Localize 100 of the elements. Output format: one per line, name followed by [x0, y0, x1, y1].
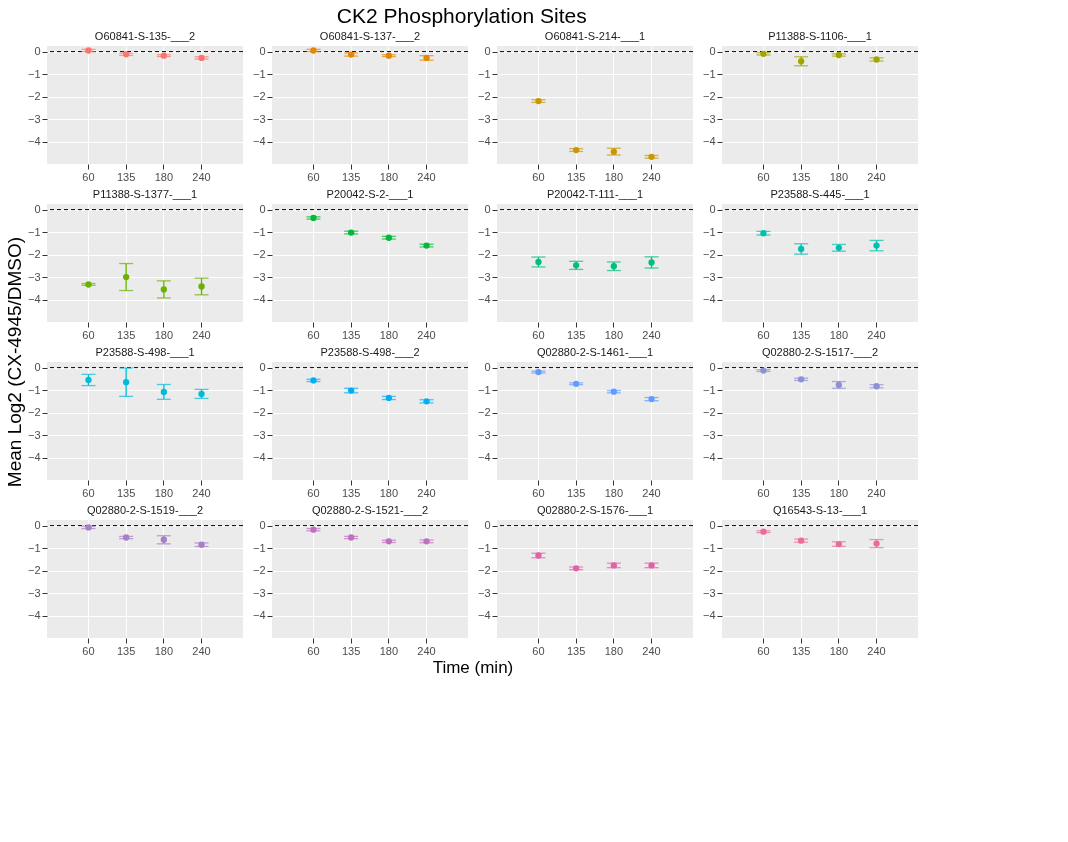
x-tick-label: 135 [566, 170, 586, 183]
chart-title: P20042-S-2-___1 [326, 187, 414, 200]
y-tick-label: 0 [34, 519, 41, 532]
x-tick-label: 60 [82, 486, 95, 499]
x-tick-label: 60 [757, 486, 770, 499]
y-tick-label: −4 [27, 135, 41, 148]
x-tick-label: 180 [829, 328, 849, 341]
y-tick-label: −1 [477, 383, 491, 396]
x-tick-label: 180 [379, 328, 399, 341]
y-tick-label: −2 [477, 248, 491, 261]
y-tick-label: 0 [709, 519, 716, 532]
y-tick-label: −3 [252, 586, 266, 599]
x-tick-label: 240 [867, 170, 886, 183]
x-tick-label: 240 [417, 170, 436, 183]
x-tick-label: 240 [642, 644, 661, 657]
y-tick-label: −3 [477, 112, 491, 125]
y-tick-label: −3 [27, 428, 41, 441]
y-tick-label: −4 [702, 609, 716, 622]
y-tick-label: −3 [27, 586, 41, 599]
x-tick-label: 60 [307, 328, 320, 341]
y-tick-label: −4 [27, 293, 41, 306]
x-tick-label: 240 [192, 170, 211, 183]
x-tick-label: 135 [791, 486, 811, 499]
y-tick-label: 0 [259, 519, 266, 532]
y-tick-label: −4 [252, 451, 266, 464]
y-tick-label: −4 [252, 293, 266, 306]
y-tick-label: 0 [259, 45, 266, 58]
y-tick-label: −3 [27, 270, 41, 283]
x-tick-label: 180 [154, 328, 174, 341]
y-tick-label: −3 [477, 428, 491, 441]
chart-title: Q02880-2-S-1517-___2 [761, 345, 879, 358]
y-tick-label: −1 [27, 67, 41, 80]
chart-title: O60841-S-135-___2 [94, 29, 196, 42]
y-tick-label: −3 [252, 112, 266, 125]
x-tick-label: 240 [192, 328, 211, 341]
y-tick-label: −3 [702, 586, 716, 599]
y-tick-label: 0 [484, 361, 491, 374]
y-axis-title: Mean Log2 (CX-4945/DMSO) [4, 236, 25, 488]
x-tick-label: 180 [829, 644, 849, 657]
chart-title: Q02880-2-S-1576-___1 [536, 503, 654, 516]
y-tick-label: −1 [702, 383, 716, 396]
x-tick-label: 60 [532, 644, 545, 657]
x-tick-label: 240 [192, 486, 211, 499]
y-tick-label: −2 [477, 564, 491, 577]
x-tick-label: 60 [82, 644, 95, 657]
y-tick-label: −4 [702, 135, 716, 148]
x-tick-label: 180 [604, 170, 624, 183]
y-tick-label: −2 [252, 564, 266, 577]
x-tick-label: 180 [604, 486, 624, 499]
chart-title: P23588-S-498-___1 [95, 345, 195, 358]
y-tick-label: −2 [252, 406, 266, 419]
y-tick-label: −1 [702, 225, 716, 238]
x-tick-label: 135 [566, 486, 586, 499]
y-tick-label: −4 [27, 451, 41, 464]
y-tick-label: −1 [27, 225, 41, 238]
y-tick-label: −3 [477, 270, 491, 283]
chart-title: Q02880-2-S-1521-___2 [311, 503, 429, 516]
y-tick-label: −3 [252, 270, 266, 283]
y-tick-label: −1 [477, 541, 491, 554]
x-tick-label: 180 [604, 644, 624, 657]
x-tick-label: 240 [642, 486, 661, 499]
x-tick-label: 240 [642, 328, 661, 341]
y-tick-label: 0 [34, 203, 41, 216]
x-tick-label: 135 [116, 644, 136, 657]
y-tick-label: −1 [252, 225, 266, 238]
chart-title: Q02880-2-S-1461-___1 [536, 345, 654, 358]
y-tick-label: −4 [477, 609, 491, 622]
y-tick-label: −4 [477, 451, 491, 464]
chart-title: P11388-S-1377-___1 [92, 187, 198, 200]
y-tick-label: −1 [252, 541, 266, 554]
y-tick-label: −1 [477, 67, 491, 80]
y-tick-label: −2 [27, 406, 41, 419]
x-tick-label: 60 [757, 170, 770, 183]
chart-title: O60841-S-137-___2 [319, 29, 421, 42]
y-tick-label: −2 [702, 406, 716, 419]
x-tick-label: 135 [791, 644, 811, 657]
y-tick-label: −2 [477, 406, 491, 419]
y-tick-label: −1 [702, 67, 716, 80]
y-tick-label: −4 [27, 609, 41, 622]
y-tick-label: 0 [709, 203, 716, 216]
y-tick-label: −4 [477, 135, 491, 148]
x-tick-label: 180 [829, 170, 849, 183]
y-tick-label: 0 [484, 519, 491, 532]
x-tick-label: 60 [82, 328, 95, 341]
x-tick-label: 240 [867, 328, 886, 341]
chart-title: Q16543-S-13-___1 [772, 503, 868, 516]
x-tick-label: 180 [379, 644, 399, 657]
x-tick-label: 180 [829, 486, 849, 499]
x-tick-label: 135 [341, 170, 361, 183]
text: CK2 Phosphorylation Sites [336, 3, 587, 27]
x-tick-label: 180 [154, 486, 174, 499]
y-tick-label: −4 [702, 451, 716, 464]
y-tick-label: −1 [477, 225, 491, 238]
y-tick-label: 0 [34, 361, 41, 374]
x-tick-label: 135 [341, 486, 361, 499]
y-tick-label: −1 [702, 541, 716, 554]
x-tick-label: 180 [379, 486, 399, 499]
y-tick-label: −2 [702, 90, 716, 103]
chart-title: P23588-S-498-___2 [320, 345, 420, 358]
x-tick-label: 60 [532, 328, 545, 341]
